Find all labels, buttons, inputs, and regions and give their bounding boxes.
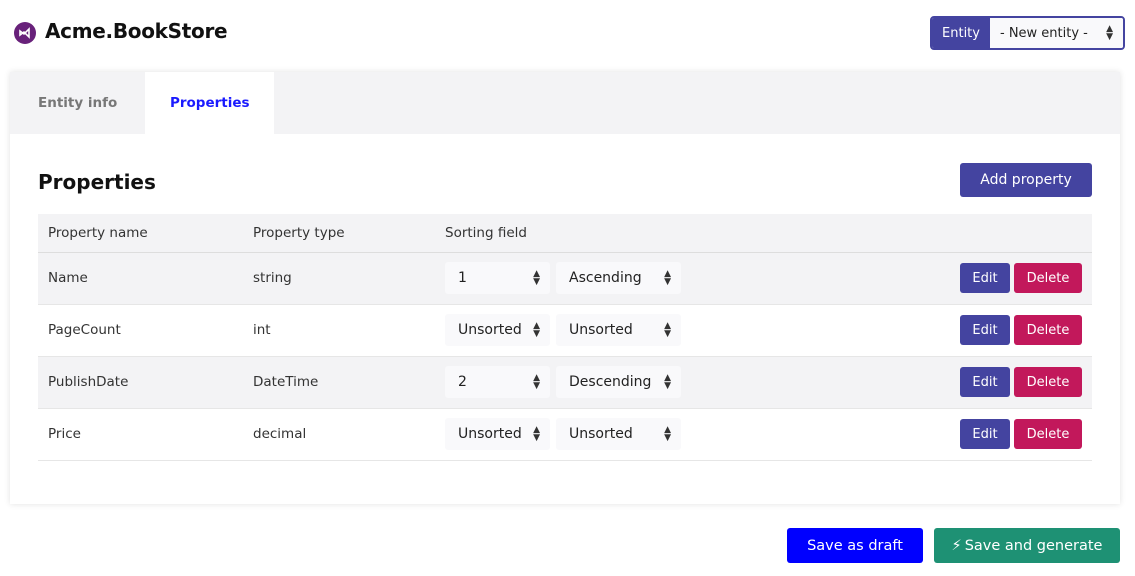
sort-direction-value: Unsorted [569, 322, 633, 338]
sort-arrows-icon: ▲ ▼ [664, 321, 671, 339]
sort-arrows-icon: ▲ ▼ [533, 269, 540, 287]
sort-direction-value: Descending [569, 374, 652, 390]
edit-button[interactable]: Edit [960, 367, 1010, 397]
table-row: Name string 1 ▲ ▼ Ascending ▲ ▼ Edit Delete [38, 252, 1092, 305]
sort-direction-select[interactable]: Unsorted ▲ ▼ [556, 314, 681, 346]
delete-button[interactable]: Delete [1014, 263, 1082, 293]
sort-order-value: 1 [458, 270, 467, 286]
sorting-cell: Unsorted ▲ ▼ Unsorted ▲ ▼ [435, 408, 852, 461]
actions-cell: Edit Delete [851, 252, 1092, 305]
table-row: PublishDate DateTime 2 ▲ ▼ Descending ▲ ▼ Ed… [38, 356, 1092, 409]
entity-selector[interactable]: Entity - New entity - ▲ ▼ [930, 16, 1125, 50]
edit-button[interactable]: Edit [960, 263, 1010, 293]
sort-order-value: Unsorted [458, 426, 522, 442]
property-name: PageCount [38, 304, 243, 357]
property-name: Name [38, 252, 243, 305]
sort-arrows-icon: ▲ ▼ [533, 321, 540, 339]
sort-arrows-icon: ▲ ▼ [664, 373, 671, 391]
table-row: PageCount int Unsorted ▲ ▼ Unsorted ▲ ▼ Edit… [38, 304, 1092, 357]
delete-button[interactable]: Delete [1014, 315, 1082, 345]
header-property-type: Property type [243, 214, 435, 253]
sort-arrows-icon: ▲ ▼ [533, 425, 540, 443]
tab-bar: Entity info Properties [10, 72, 1120, 134]
sort-arrows-icon: ▲ ▼ [664, 269, 671, 287]
header-property-name: Property name [38, 214, 243, 253]
sort-arrows-icon: ▲ ▼ [1106, 24, 1113, 42]
sorting-cell: 2 ▲ ▼ Descending ▲ ▼ [435, 356, 852, 409]
sort-order-select[interactable]: 2 ▲ ▼ [445, 366, 550, 398]
property-type: DateTime [243, 356, 435, 409]
properties-table: Property name Property type Sorting fiel… [38, 214, 1092, 461]
sort-arrows-icon: ▲ ▼ [533, 373, 540, 391]
add-property-button[interactable]: Add property [960, 163, 1092, 197]
sort-arrows-icon: ▲ ▼ [664, 425, 671, 443]
property-type: int [243, 304, 435, 357]
save-generate-label: Save and generate [964, 537, 1103, 554]
app-title: Acme.BookStore [45, 19, 228, 43]
sort-direction-value: Unsorted [569, 426, 633, 442]
save-generate-button[interactable]: ⚡ Save and generate [934, 528, 1120, 563]
actions-cell: Edit Delete [851, 356, 1092, 409]
sort-direction-select[interactable]: Descending ▲ ▼ [556, 366, 681, 398]
bolt-icon: ⚡ [951, 537, 962, 554]
property-name: Price [38, 408, 243, 461]
entity-card: Entity info Properties Properties Add pr… [10, 72, 1120, 504]
sort-order-select[interactable]: Unsorted ▲ ▼ [445, 418, 550, 450]
property-type: decimal [243, 408, 435, 461]
delete-button[interactable]: Delete [1014, 367, 1082, 397]
app-logo-icon [14, 22, 36, 44]
actions-cell: Edit Delete [851, 408, 1092, 461]
table-row: Price decimal Unsorted ▲ ▼ Unsorted ▲ ▼ Edit… [38, 408, 1092, 461]
header-actions [851, 214, 1092, 253]
tab-entity-info[interactable]: Entity info [38, 95, 118, 111]
delete-button[interactable]: Delete [1014, 419, 1082, 449]
header-sorting-field: Sorting field [435, 214, 852, 253]
sort-direction-select[interactable]: Ascending ▲ ▼ [556, 262, 681, 294]
property-type: string [243, 252, 435, 305]
actions-cell: Edit Delete [851, 304, 1092, 357]
sort-order-value: 2 [458, 374, 467, 390]
sort-order-select[interactable]: 1 ▲ ▼ [445, 262, 550, 294]
sort-order-value: Unsorted [458, 322, 522, 338]
entity-value: - New entity - [1000, 25, 1088, 41]
sort-direction-select[interactable]: Unsorted ▲ ▼ [556, 418, 681, 450]
save-draft-button[interactable]: Save as draft [787, 528, 923, 563]
edit-button[interactable]: Edit [960, 419, 1010, 449]
sorting-cell: 1 ▲ ▼ Ascending ▲ ▼ [435, 252, 852, 305]
property-name: PublishDate [38, 356, 243, 409]
entity-select[interactable]: - New entity - ▲ ▼ [990, 18, 1123, 48]
tab-properties[interactable]: Properties [145, 72, 275, 134]
edit-button[interactable]: Edit [960, 315, 1010, 345]
entity-label: Entity [932, 18, 990, 48]
sort-direction-value: Ascending [569, 270, 642, 286]
section-title: Properties [38, 170, 156, 194]
sort-order-select[interactable]: Unsorted ▲ ▼ [445, 314, 550, 346]
sorting-cell: Unsorted ▲ ▼ Unsorted ▲ ▼ [435, 304, 852, 357]
